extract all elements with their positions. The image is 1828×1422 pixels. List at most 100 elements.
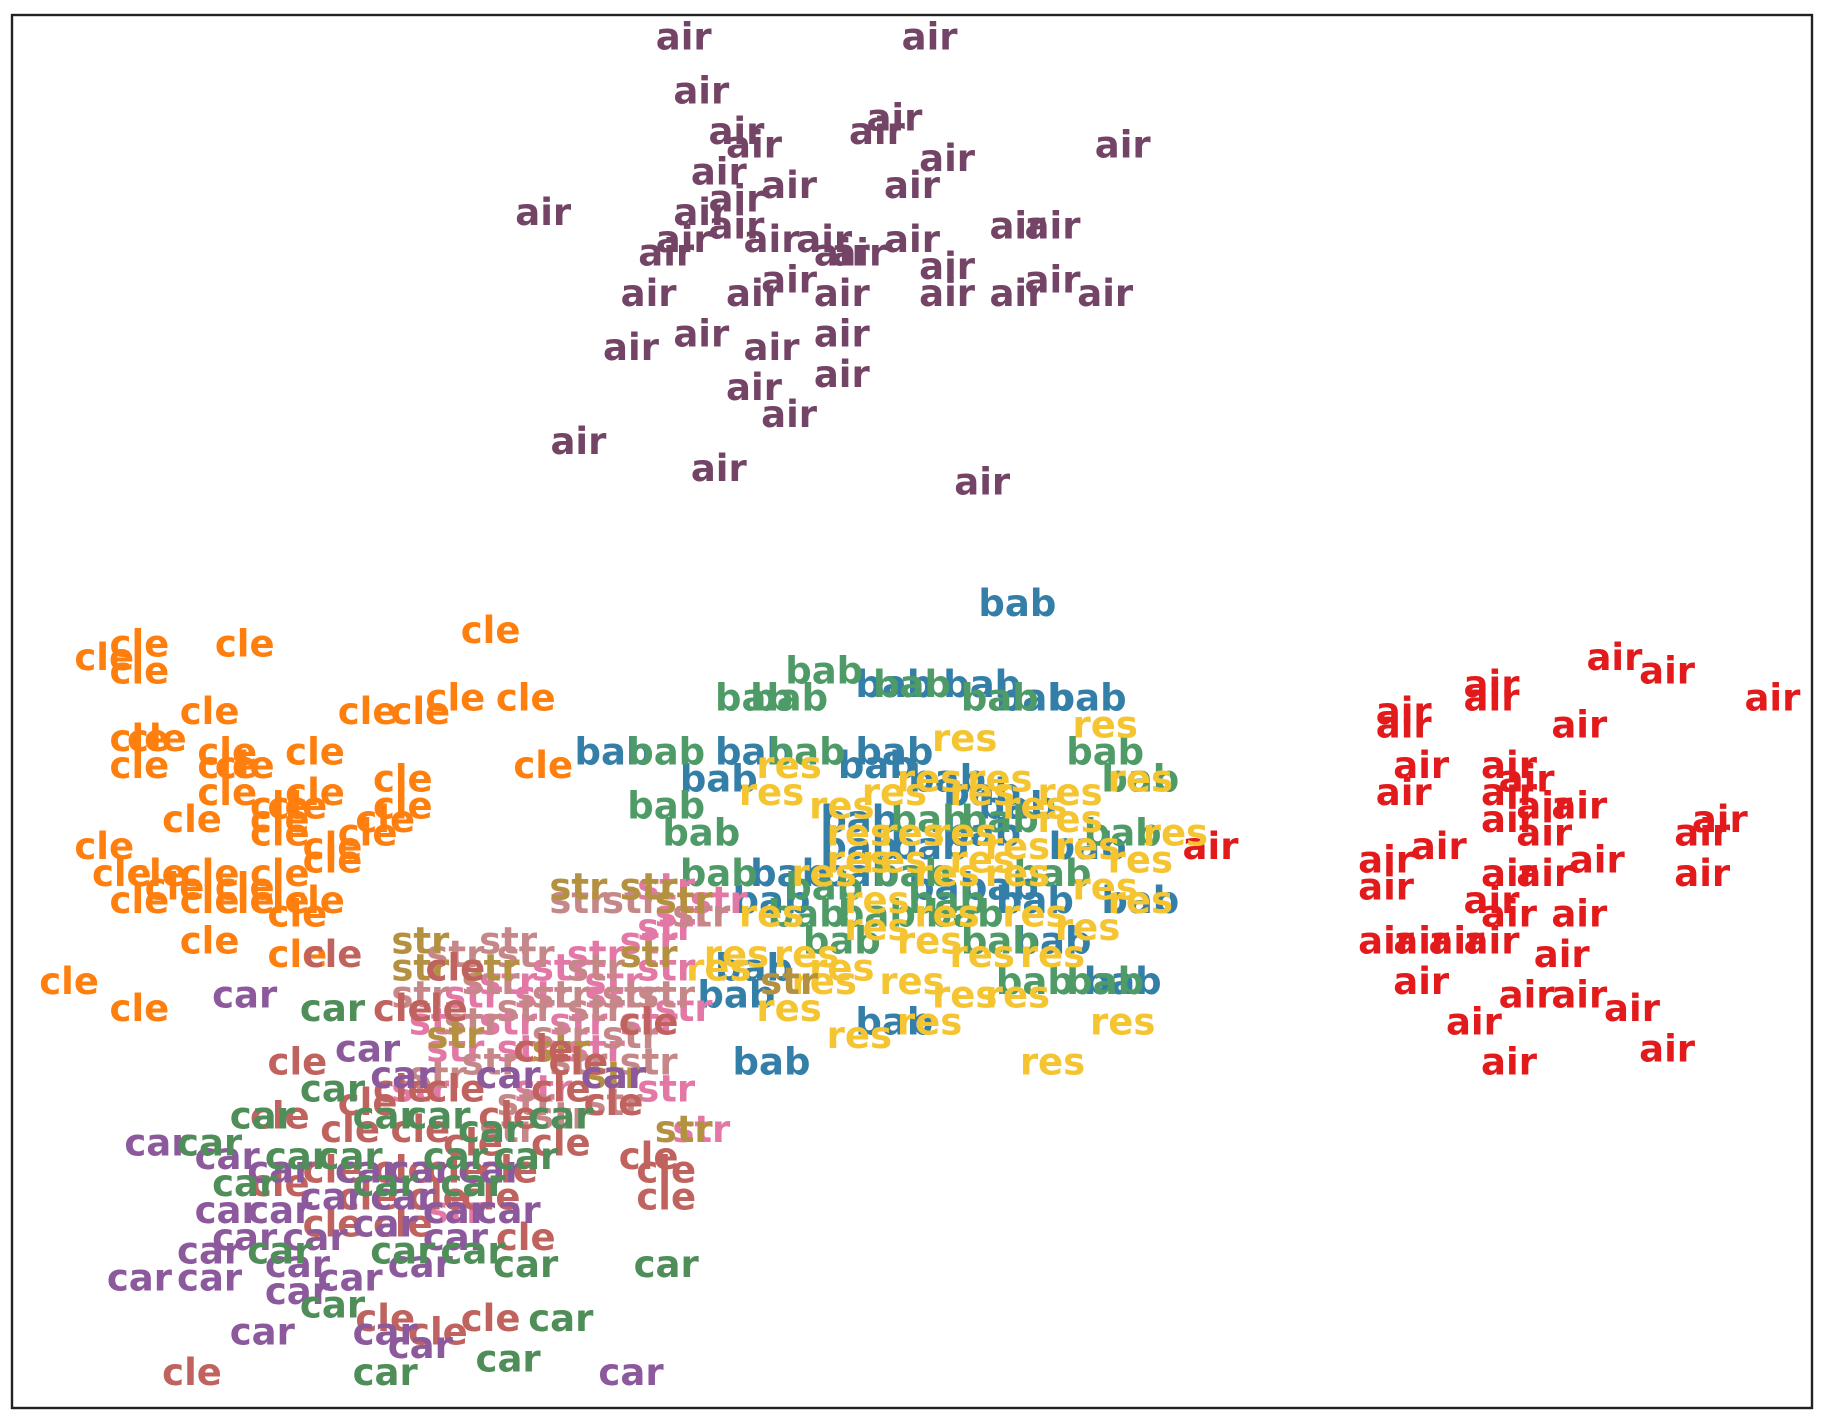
data-point-car-11-21: car	[476, 1338, 542, 1381]
data-point-air-0-40: air	[761, 393, 818, 436]
data-point-car-10-11: car	[195, 1189, 261, 1232]
data-point-cle-9-28: cle	[303, 1203, 363, 1246]
data-point-bab-2-27: bab	[1084, 960, 1162, 1003]
data-point-car-10-8: car	[335, 1149, 401, 1192]
data-point-air-1-20: air	[1411, 825, 1468, 868]
data-point-air-1-5: air	[1376, 704, 1433, 747]
data-point-air-1-10: air	[1499, 758, 1556, 801]
data-point-bab-2-11: bab	[943, 771, 1021, 814]
data-point-bab-3-15: bab	[908, 879, 986, 922]
data-point-res-4-2: res	[756, 744, 821, 787]
data-point-car-10-21: car	[177, 1230, 243, 1273]
data-point-cle-9-10: cle	[531, 1068, 591, 1111]
data-point-car-11-10: car	[423, 1135, 489, 1178]
data-point-res-4-15: res	[1055, 825, 1120, 868]
data-point-res-4-49: res	[932, 811, 997, 854]
data-point-str-5-7: str	[479, 960, 538, 1003]
data-point-air-1-36: air	[1499, 973, 1556, 1016]
data-point-air-1-8: air	[1481, 744, 1538, 787]
data-point-bab-3-24: bab	[961, 919, 1039, 962]
data-point-air-0-10: air	[691, 150, 748, 193]
data-point-str-7-5: str	[426, 1014, 485, 1057]
data-point-air-1-24: air	[1516, 852, 1573, 895]
data-point-str-6-18: str	[462, 1041, 521, 1084]
data-point-bab-2-30: bab	[733, 1041, 811, 1084]
data-point-bab-2-0: bab	[978, 582, 1056, 625]
data-point-cle-8-32: cle	[127, 852, 187, 895]
data-point-res-4-6: res	[1108, 758, 1173, 801]
data-point-res-4-38: res	[1090, 1000, 1155, 1043]
data-point-str-5-1: str	[690, 879, 749, 922]
data-point-car-10-20: car	[423, 1216, 489, 1259]
data-point-cle-8-45: cle	[110, 987, 170, 1030]
data-point-air-1-21: air	[1569, 838, 1626, 881]
data-point-str-6-11: str	[567, 987, 626, 1030]
data-point-bab-2-5: bab	[575, 731, 653, 774]
data-point-air-1-16: air	[1674, 811, 1731, 854]
data-point-cle-8-34: cle	[250, 852, 310, 895]
data-point-res-4-1: res	[932, 717, 997, 760]
data-point-str-5-15: str	[549, 1000, 608, 1043]
data-point-str-5-14: str	[479, 1000, 538, 1043]
data-point-cle-9-14: cle	[531, 1122, 591, 1165]
data-point-bab-2-3: bab	[996, 677, 1074, 720]
data-point-str-5-6: str	[532, 946, 591, 989]
data-point-car-10-9: car	[388, 1149, 454, 1192]
data-point-air-1-23: air	[1481, 852, 1538, 895]
data-point-car-11-11: car	[493, 1135, 559, 1178]
data-point-cle-9-30: cle	[496, 1216, 556, 1259]
data-point-bab-2-4: bab	[1049, 677, 1127, 720]
data-point-cle-9-24: cle	[250, 1162, 310, 1205]
data-point-air-0-36: air	[603, 326, 660, 369]
data-point-car-11-18: car	[493, 1243, 559, 1286]
data-point-cle-9-4: cle	[619, 1000, 679, 1043]
data-point-str-6-21: str	[497, 1081, 556, 1124]
data-point-cle-8-35: cle	[303, 838, 363, 881]
data-point-air-1-17: air	[1481, 798, 1538, 841]
data-point-str-5-5: str	[620, 919, 679, 962]
data-point-cle-9-31: cle	[162, 1351, 222, 1394]
data-point-str-5-24: str	[672, 1108, 731, 1151]
data-point-cle-9-8: cle	[373, 1068, 433, 1111]
data-point-str-6-24: str	[532, 1095, 591, 1138]
data-point-air-1-28: air	[1481, 892, 1538, 935]
data-point-bab-2-24: bab	[1101, 879, 1179, 922]
data-point-str-6-17: str	[409, 1054, 468, 1097]
data-point-cle-9-29: cle	[373, 1203, 433, 1246]
data-point-str-7-3: str	[391, 919, 450, 962]
data-point-cle-8-21: cle	[268, 784, 328, 827]
data-point-car-11-4: car	[405, 1095, 471, 1138]
data-point-air-1-29: air	[1551, 892, 1608, 935]
data-point-bab-2-25: bab	[1014, 919, 1092, 962]
data-point-str-5-9: str	[637, 946, 696, 989]
data-point-car-10-12: car	[247, 1189, 313, 1232]
data-point-air-0-30: air	[726, 272, 783, 315]
data-point-cle-9-34: cle	[461, 1297, 521, 1340]
data-point-res-4-27: res	[950, 933, 1015, 976]
data-point-air-1-19: air	[1183, 825, 1240, 868]
data-point-res-4-9: res	[950, 771, 1015, 814]
data-point-car-10-19: car	[353, 1203, 419, 1246]
data-point-str-5-13: str	[655, 987, 714, 1030]
data-point-res-4-35: res	[827, 1014, 892, 1057]
data-point-res-4-48: res	[809, 784, 874, 827]
data-point-car-11-7: car	[177, 1122, 243, 1165]
data-point-air-0-12: air	[708, 177, 765, 220]
data-point-car-10-27: car	[265, 1270, 331, 1313]
data-point-car-10-15: car	[423, 1189, 489, 1232]
data-point-bab-3-4: bab	[961, 677, 1039, 720]
data-point-air-1-40: air	[1639, 1027, 1696, 1070]
data-point-cle-8-43: cle	[268, 933, 328, 976]
data-point-car-11-14: car	[440, 1162, 506, 1205]
data-point-cle-8-27: cle	[74, 825, 134, 868]
data-point-bab-2-29: bab	[855, 1000, 933, 1043]
data-point-cle-8-13: cle	[285, 731, 345, 774]
data-point-car-11-13: car	[353, 1162, 419, 1205]
data-point-air-1-7: air	[1744, 677, 1801, 720]
data-point-air-1-31: air	[1393, 919, 1450, 962]
data-point-air-1-11: air	[1376, 771, 1433, 814]
data-point-air-0-8: air	[919, 137, 976, 180]
data-point-car-10-17: car	[212, 1216, 278, 1259]
data-point-air-0-6: air	[866, 96, 923, 139]
data-point-res-4-17: res	[950, 838, 1015, 881]
